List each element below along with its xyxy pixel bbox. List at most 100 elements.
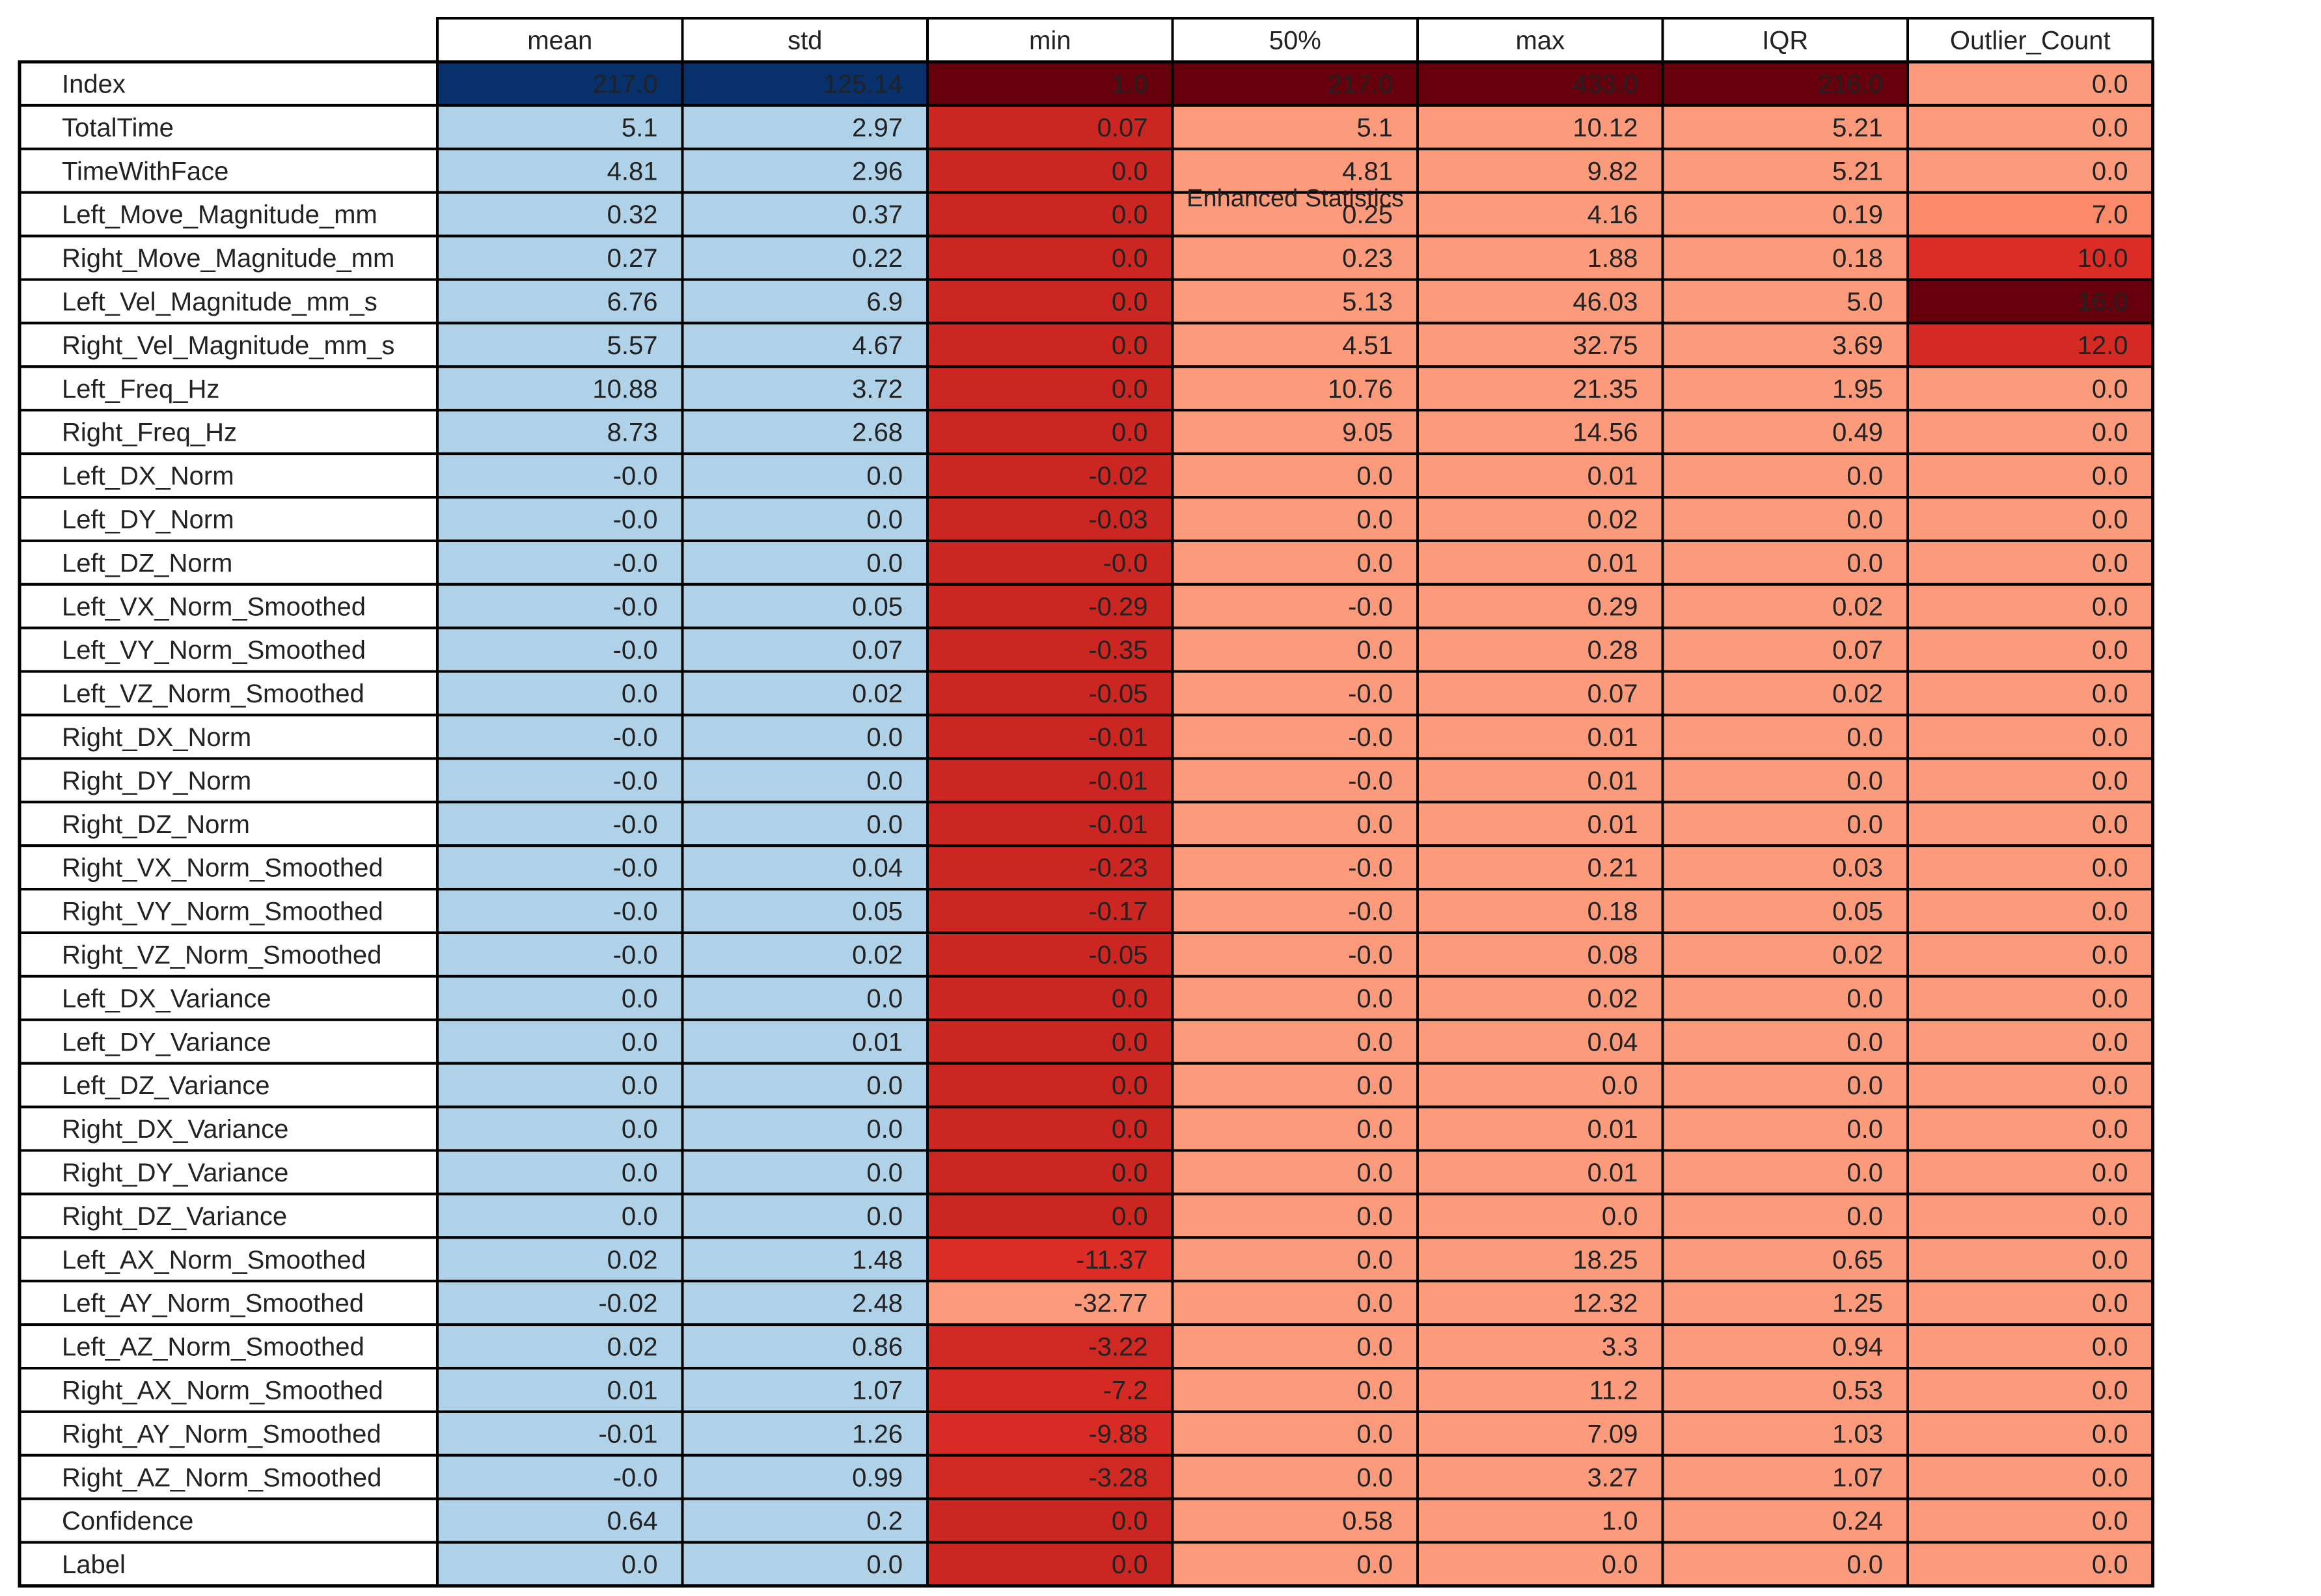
table-cell bbox=[1416, 1323, 1664, 1369]
row-label-cell bbox=[18, 452, 439, 499]
cell-value: -0.0 bbox=[1348, 680, 1393, 708]
table-cell bbox=[1906, 974, 2154, 1021]
table-cell bbox=[1661, 1105, 1909, 1152]
cell-value: 46.03 bbox=[1573, 288, 1638, 316]
cell-value: 0.0 bbox=[866, 1202, 903, 1231]
cell-value: 0.01 bbox=[852, 1028, 903, 1056]
cell-value: 3.27 bbox=[1587, 1463, 1638, 1492]
table-cell bbox=[1661, 1453, 1909, 1500]
column-header: std bbox=[788, 27, 822, 55]
cell-value: 0.0 bbox=[2092, 1071, 2128, 1100]
table-cell bbox=[1906, 1410, 2154, 1457]
cell-value: 0.02 bbox=[607, 1333, 658, 1362]
table-cell bbox=[1171, 496, 1419, 542]
cell-value: -0.0 bbox=[613, 898, 658, 926]
cell-value: 0.0 bbox=[866, 549, 903, 577]
table-cell bbox=[1661, 278, 1909, 325]
table-cell bbox=[926, 103, 1174, 150]
cell-value: 0.0 bbox=[1356, 1289, 1393, 1318]
table-cell bbox=[1171, 1192, 1419, 1239]
table-cell bbox=[1661, 1018, 1909, 1065]
table-cell bbox=[1171, 1149, 1419, 1196]
cell-value: 0.0 bbox=[1356, 1202, 1393, 1231]
cell-value: 433.0 bbox=[1573, 70, 1638, 98]
row-label-cell bbox=[18, 1410, 439, 1457]
column-header: Outlier_Count bbox=[1950, 27, 2111, 55]
cell-value: 0.0 bbox=[2092, 1289, 2128, 1318]
table-cell bbox=[926, 1541, 1174, 1588]
table-cell bbox=[926, 974, 1174, 1021]
row-label: Right_DX_Norm bbox=[62, 723, 251, 752]
cell-value: 0.0 bbox=[1112, 200, 1148, 229]
cell-value: 18.25 bbox=[1573, 1246, 1638, 1274]
cell-value: 0.01 bbox=[1587, 549, 1638, 577]
table-cell bbox=[681, 1192, 929, 1239]
cell-value: 0.0 bbox=[1356, 810, 1393, 839]
row-label: Confidence bbox=[62, 1507, 193, 1535]
cell-value: -0.01 bbox=[1088, 767, 1147, 795]
cell-value: -0.0 bbox=[613, 854, 658, 883]
row-label: Left_DY_Variance bbox=[62, 1028, 271, 1056]
cell-value: 0.07 bbox=[1097, 113, 1148, 142]
cell-value: 0.0 bbox=[2092, 898, 2128, 926]
cell-value: 0.0 bbox=[2092, 549, 2128, 577]
cell-value: 0.02 bbox=[852, 680, 903, 708]
cell-value: 0.01 bbox=[1587, 767, 1638, 795]
row-label: TimeWithFace bbox=[62, 157, 228, 186]
cell-value: 0.0 bbox=[2092, 157, 2128, 186]
row-label-cell bbox=[18, 409, 439, 456]
row-label: Left_DX_Norm bbox=[62, 462, 234, 491]
cell-value: 5.0 bbox=[1847, 288, 1883, 316]
table-cell bbox=[1906, 409, 2154, 456]
cell-value: -0.0 bbox=[613, 592, 658, 621]
cell-value: -0.02 bbox=[598, 1289, 657, 1318]
cell-value: 0.0 bbox=[1847, 1550, 1883, 1579]
table-cell bbox=[1906, 1497, 2154, 1544]
cell-value: 0.01 bbox=[1587, 723, 1638, 752]
cell-value: 0.01 bbox=[607, 1376, 658, 1405]
cell-value: 7.09 bbox=[1587, 1420, 1638, 1448]
cell-value: 0.0 bbox=[1112, 288, 1148, 316]
cell-value: 0.0 bbox=[2092, 1202, 2128, 1231]
table-cell bbox=[1661, 409, 1909, 456]
table-cell bbox=[1661, 757, 1909, 804]
cell-value: 125.14 bbox=[823, 70, 903, 98]
row-label: Right_VZ_Norm_Smoothed bbox=[62, 941, 381, 969]
cell-value: 2.48 bbox=[852, 1289, 903, 1318]
cell-value: -0.0 bbox=[1348, 767, 1393, 795]
cell-value: 0.0 bbox=[622, 680, 658, 708]
table-cell bbox=[1171, 103, 1419, 150]
table-cell bbox=[926, 1497, 1174, 1544]
cell-value: -0.03 bbox=[1088, 505, 1147, 534]
cell-value: -0.29 bbox=[1088, 592, 1147, 621]
cell-value: 0.0 bbox=[1847, 1115, 1883, 1144]
cell-value: 0.0 bbox=[2092, 1115, 2128, 1144]
cell-value: 0.0 bbox=[1847, 810, 1883, 839]
table-cell bbox=[1661, 322, 1909, 368]
cell-value: 0.64 bbox=[607, 1507, 658, 1535]
table-cell bbox=[1906, 801, 2154, 847]
cell-value: -0.0 bbox=[1348, 854, 1393, 883]
cell-value: 0.0 bbox=[866, 462, 903, 491]
cell-value: 0.0 bbox=[2092, 1550, 2128, 1579]
table-cell bbox=[681, 626, 929, 673]
row-label: Right_DZ_Variance bbox=[62, 1202, 287, 1231]
table-cell bbox=[926, 1105, 1174, 1152]
cell-value: 0.0 bbox=[1356, 1420, 1393, 1448]
cell-value: -11.37 bbox=[1076, 1246, 1147, 1274]
table-cell bbox=[1661, 974, 1909, 1021]
row-label-cell bbox=[18, 278, 439, 325]
cell-value: 5.21 bbox=[1832, 113, 1883, 142]
cell-value: 0.24 bbox=[1832, 1507, 1883, 1535]
row-label: Left_Freq_Hz bbox=[62, 375, 219, 404]
cell-value: 2.68 bbox=[852, 419, 903, 447]
table-cell bbox=[1416, 713, 1664, 760]
table-cell bbox=[681, 539, 929, 586]
cell-value: 0.0 bbox=[2092, 767, 2128, 795]
table-cell bbox=[926, 1367, 1174, 1413]
table-cell bbox=[1906, 322, 2154, 368]
cell-value: 0.0 bbox=[2092, 1246, 2128, 1274]
cell-value: 0.0 bbox=[1847, 1028, 1883, 1056]
cell-value: 0.05 bbox=[1832, 898, 1883, 926]
